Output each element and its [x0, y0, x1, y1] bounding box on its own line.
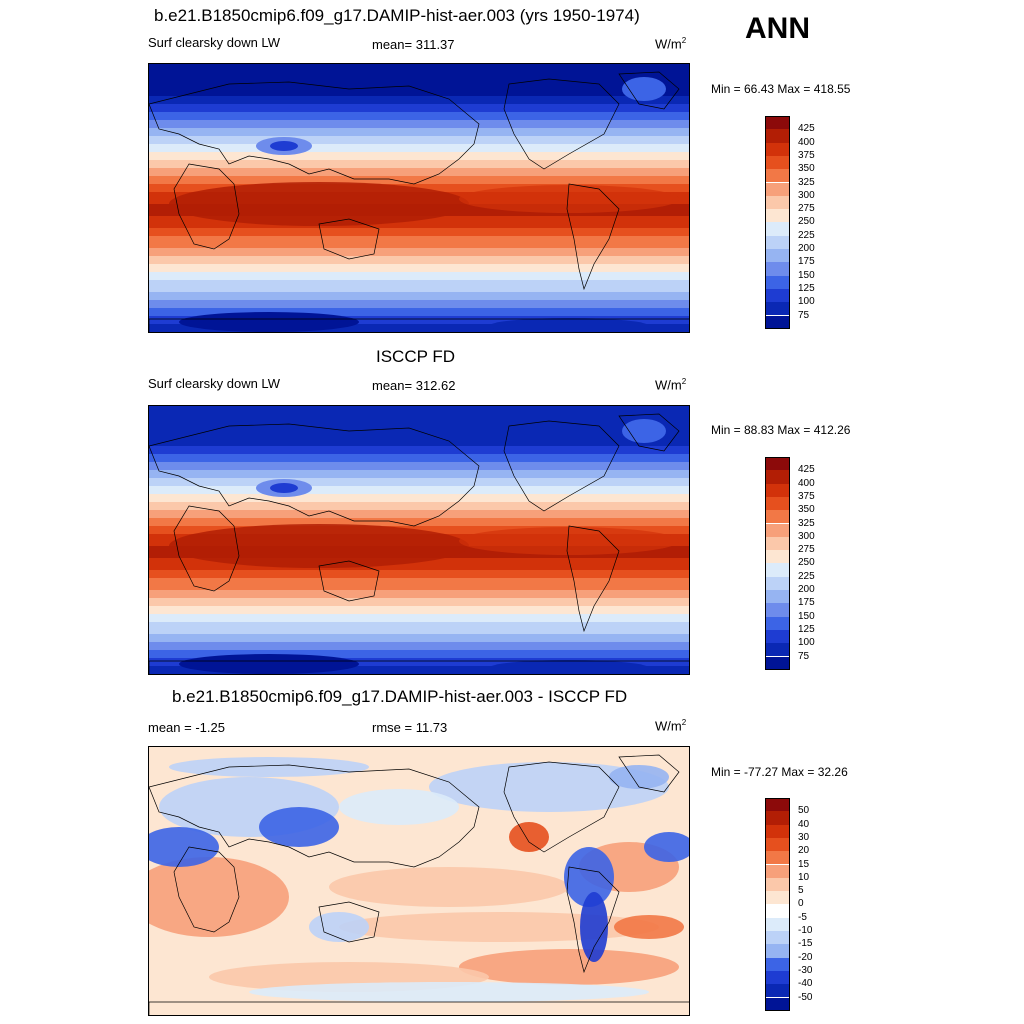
- colorbar-label: 0: [798, 898, 804, 910]
- colorbar-label: 75: [798, 650, 810, 662]
- panel1-map-plot: [149, 64, 689, 332]
- panel1-map: [148, 63, 690, 333]
- colorbar-label: -50: [798, 991, 813, 1003]
- panel2-mean-label: mean= 312.62: [372, 378, 456, 393]
- panel2-title: ISCCP FD: [376, 347, 456, 366]
- colorbar-label: 250: [798, 557, 815, 569]
- colorbar-label: 5: [798, 885, 804, 897]
- colorbar-label: 400: [798, 477, 815, 489]
- colorbar-label: 40: [798, 818, 810, 830]
- colorbar-label: 125: [798, 282, 815, 294]
- panel3-map-plot: [149, 747, 689, 1015]
- colorbar-label: 125: [798, 623, 815, 635]
- colorbar-label: 225: [798, 229, 815, 241]
- colorbar-label: 425: [798, 123, 815, 135]
- panel1-minmax: Min = 66.43 Max = 418.55: [711, 82, 851, 96]
- colorbar-label: 325: [798, 517, 815, 529]
- panel2-units: W/m2: [655, 377, 687, 393]
- panel2-minmax: Min = 88.83 Max = 412.26: [711, 423, 851, 437]
- colorbar-label: 200: [798, 584, 815, 595]
- colorbar-label: 15: [798, 858, 810, 870]
- colorbar-label: 300: [798, 189, 815, 201]
- panel3-units: W/m2: [655, 718, 687, 734]
- panel1-mean-label: mean= 311.37: [372, 37, 455, 52]
- colorbar-label: -40: [798, 978, 813, 990]
- colorbar-label: 175: [798, 256, 815, 268]
- panel1-title: b.e21.B1850cmip6.f09_g17.DAMIP-hist-aer.…: [154, 6, 640, 25]
- colorbar-label: 175: [798, 597, 815, 609]
- colorbar-label: 225: [798, 570, 815, 582]
- panel3-title: b.e21.B1850cmip6.f09_g17.DAMIP-hist-aer.…: [172, 687, 628, 706]
- colorbar-label: 200: [798, 243, 815, 254]
- colorbar-label: 350: [798, 163, 815, 175]
- panel2-variable-label: Surf clearsky down LW: [148, 376, 280, 391]
- colorbar-label: 250: [798, 216, 815, 228]
- panel3-rmse-label: rmse = 11.73: [372, 720, 448, 735]
- season-label: ANN: [745, 12, 810, 45]
- colorbar-label: 350: [798, 504, 815, 516]
- colorbar-label: 30: [798, 831, 810, 843]
- colorbar-label: 10: [798, 871, 810, 883]
- panel3-map: [148, 746, 690, 1016]
- colorbar-label: 150: [798, 610, 815, 622]
- panel3-mean-label: mean = -1.25: [148, 720, 225, 735]
- panel1-units: W/m2: [655, 36, 687, 52]
- colorbar-label: 375: [798, 149, 815, 161]
- panel1-variable-label: Surf clearsky down LW: [148, 35, 280, 50]
- panel2-map-plot: [149, 406, 689, 674]
- panel3-minmax: Min = -77.27 Max = 32.26: [711, 765, 848, 779]
- colorbar-label: 20: [798, 845, 810, 857]
- colorbar-label: 275: [798, 203, 815, 215]
- colorbar-label: -10: [798, 925, 813, 936]
- colorbar-label: 100: [798, 296, 815, 308]
- colorbar-label: 325: [798, 176, 815, 188]
- colorbar-label: -5: [798, 911, 807, 923]
- colorbar-label: 300: [798, 530, 815, 542]
- colorbar-label: 425: [798, 464, 815, 476]
- colorbar-label: 150: [798, 269, 815, 281]
- colorbar-label: -20: [798, 951, 813, 963]
- panel2-map: [148, 405, 690, 675]
- colorbar-label: 75: [798, 309, 810, 321]
- colorbar-frame: [765, 457, 790, 670]
- colorbar-label: 375: [798, 490, 815, 502]
- colorbar-label: 275: [798, 544, 815, 556]
- colorbar-label: 400: [798, 136, 815, 148]
- colorbar-label: -15: [798, 938, 813, 950]
- colorbar-frame: [765, 798, 790, 1011]
- colorbar-label: 100: [798, 637, 815, 649]
- colorbar-label: 50: [798, 805, 810, 817]
- colorbar-frame: [765, 116, 790, 329]
- colorbar-label: -30: [798, 964, 813, 976]
